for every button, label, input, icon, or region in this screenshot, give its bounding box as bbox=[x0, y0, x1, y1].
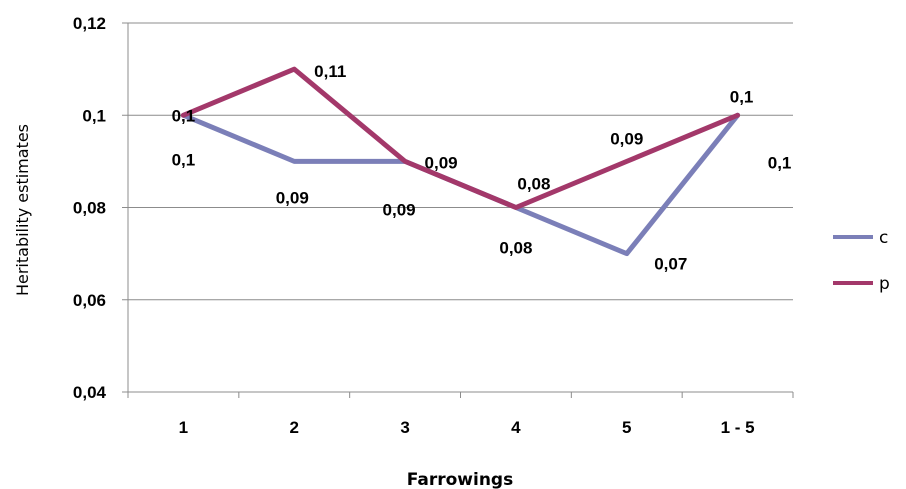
x-axis-title: Farrowings bbox=[407, 470, 513, 489]
data-label: 0,1 bbox=[172, 150, 196, 169]
x-tick-label: 4 bbox=[511, 418, 521, 437]
x-tick-label: 2 bbox=[290, 418, 299, 437]
series-line-p bbox=[180, 66, 741, 210]
legend: cp bbox=[833, 228, 890, 294]
data-label: 0,1 bbox=[730, 87, 754, 106]
x-tick-labels: 1 2 3 4 5 1 - 5 bbox=[179, 418, 755, 437]
gridlines bbox=[128, 22, 793, 301]
data-label: 0,09 bbox=[425, 153, 458, 172]
data-label: 0,09 bbox=[383, 200, 416, 219]
axes bbox=[122, 22, 794, 398]
y-tick-label: 0,06 bbox=[73, 291, 106, 310]
data-label: 0,09 bbox=[610, 129, 643, 148]
y-axis-title: Heritability estimates bbox=[13, 124, 32, 296]
legend-label-c: c bbox=[879, 228, 888, 248]
y-tick-labels: 0,04 0,06 0,08 0,1 0,12 bbox=[73, 14, 107, 402]
data-labels: 0,1 0,09 0,09 0,08 0,07 0,1 0,1 0,11 0,09 0,08 0,0… bbox=[172, 62, 792, 274]
y-tick-label: 0,04 bbox=[73, 383, 107, 402]
data-label: 0,11 bbox=[314, 62, 346, 81]
x-tick-label: 5 bbox=[622, 418, 631, 437]
y-tick-label: 0,08 bbox=[73, 199, 106, 218]
y-tick-label: 0,1 bbox=[82, 106, 106, 125]
data-label: 0,08 bbox=[499, 239, 532, 258]
legend-label-p: p bbox=[879, 274, 890, 294]
series-lines bbox=[180, 66, 741, 257]
data-label: 0,1 bbox=[172, 106, 196, 125]
data-label: 0,09 bbox=[276, 188, 309, 207]
data-label: 0,07 bbox=[654, 255, 687, 274]
x-tick-label: 1 - 5 bbox=[721, 418, 755, 437]
data-label: 0,1 bbox=[768, 153, 792, 172]
data-label: 0,08 bbox=[517, 175, 550, 194]
x-tick-label: 3 bbox=[400, 418, 409, 437]
x-tick-label: 1 bbox=[179, 418, 188, 437]
y-tick-label: 0,12 bbox=[73, 14, 106, 33]
